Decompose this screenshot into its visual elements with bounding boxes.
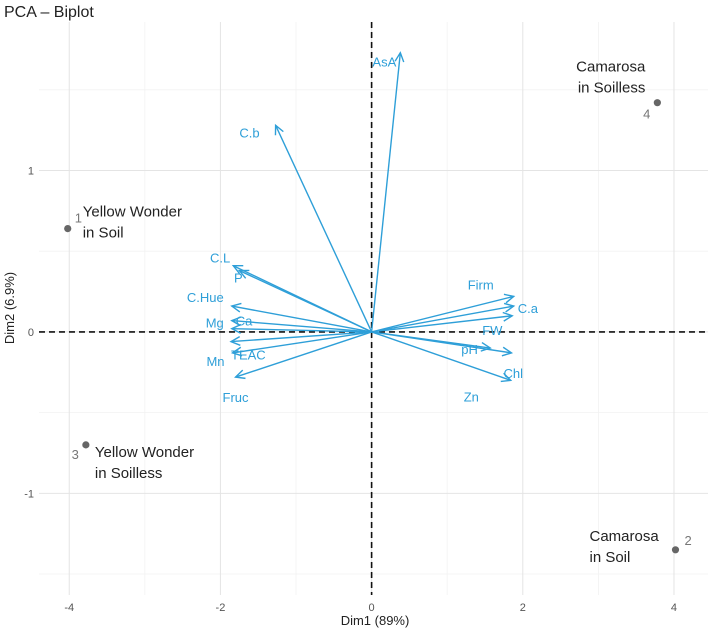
x-axis-label: Dim1 (89%) (341, 613, 410, 628)
variable-label-ca: Ca (236, 314, 253, 329)
y-tick-label: -1 (24, 488, 34, 500)
individual-label-2-line-2: in Soil (589, 549, 630, 566)
arrow-mn (232, 331, 372, 354)
variable-label-c-hue: C.Hue (187, 290, 224, 305)
y-tick-label: 1 (28, 165, 34, 177)
arrowhead-c-a (503, 302, 516, 313)
individual-id-1: 1 (75, 211, 82, 226)
variable-label-chl: Chl (503, 366, 523, 381)
individual-point-3 (82, 441, 90, 449)
grid-layer (39, 22, 708, 595)
y-tick-label: 0 (28, 327, 34, 339)
individual-label-3-line-1: Yellow Wonder (95, 444, 194, 461)
arrowhead-mg (230, 316, 242, 327)
arrow-zn (371, 331, 511, 381)
arrowhead-mn (230, 346, 243, 357)
arrowhead-firm (503, 293, 516, 304)
individual-point-4 (653, 99, 661, 107)
individual-label-4-line-1: Camarosa (576, 59, 646, 76)
individual-label-2-line-1: Camarosa (589, 528, 659, 545)
individual-id-4: 4 (643, 107, 650, 122)
arrow-c-hue (231, 305, 372, 333)
arrow-asa (370, 52, 402, 332)
x-tick-label: 2 (520, 602, 526, 614)
x-tick-label: -2 (216, 602, 226, 614)
variable-label-fruc: Fruc (223, 390, 250, 405)
individual-id-3: 3 (72, 447, 79, 462)
variable-arrows (229, 51, 516, 383)
arrowhead-c-hue (230, 302, 242, 313)
variable-label-zn: Zn (464, 389, 479, 404)
arrow-fw (371, 315, 513, 333)
arrow-chl (371, 331, 512, 354)
individual-label-1-line-1: Yellow Wonder (83, 204, 182, 221)
arrowhead-fruc (234, 369, 246, 380)
variable-label-c-l: C.L (210, 251, 230, 266)
arrow-c-b (274, 125, 373, 333)
x-tick-label: 0 (369, 602, 375, 614)
variable-label-teac: TEAC (231, 348, 266, 363)
arrow-mg (231, 319, 372, 333)
individual-label-4-line-2: in Soilless (578, 80, 646, 97)
individual-point-2 (671, 546, 680, 554)
variable-label-mn: Mn (206, 354, 224, 369)
variable-labels: AsA C.b C.L P C.Hue Mg Ca TEAC Mn Fruc Firm C.a FW pH… (187, 55, 539, 405)
individual-point-1 (64, 225, 72, 233)
arrowhead-teac (229, 336, 241, 346)
arrowhead-ca (230, 323, 242, 334)
arrow-p (239, 269, 372, 333)
arrow-fruc (235, 331, 372, 378)
x-tick-label: -4 (64, 602, 74, 614)
arrowhead-asa (394, 51, 405, 63)
arrowhead-zn (500, 372, 513, 383)
arrowhead-p (237, 269, 250, 279)
variable-label-asa: AsA (372, 55, 396, 70)
variable-label-p: P (234, 271, 243, 286)
variable-label-mg: Mg (206, 316, 224, 331)
arrowhead-ph (480, 341, 492, 352)
arrow-ca (231, 327, 372, 333)
individual-id-2: 2 (684, 533, 691, 548)
variable-label-c-a: C.a (518, 301, 539, 316)
individual-label-1-line-2: in Soil (83, 225, 124, 242)
arrowhead-c-b (274, 123, 284, 136)
arrowhead-chl (501, 346, 514, 357)
variable-label-ph: pH (461, 342, 478, 357)
chart-title: PCA – Biplot (4, 4, 94, 21)
y-axis-label: Dim2 (6.9%) (2, 272, 17, 344)
arrow-teac (230, 331, 372, 343)
variable-label-fw: FW (482, 323, 503, 338)
x-tick-label: 4 (671, 602, 677, 614)
arrow-c-a (371, 305, 514, 333)
individual-label-3-line-2: in Soilless (95, 465, 163, 482)
arrow-firm (371, 295, 514, 333)
variable-label-c-b: C.b (239, 125, 259, 140)
arrowhead-c-l (231, 265, 244, 274)
arrowhead-fw (502, 311, 514, 322)
axes: -4 -2 0 2 4 -1 0 1 (24, 165, 677, 614)
variable-label-firm: Firm (468, 277, 494, 292)
